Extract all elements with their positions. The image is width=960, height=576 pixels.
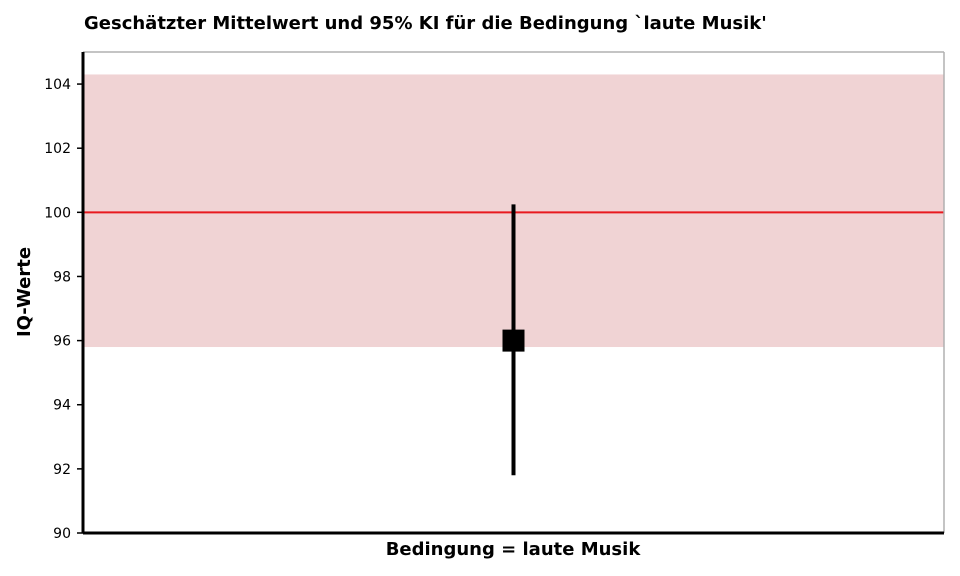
y-tick-label: 102	[44, 141, 71, 157]
points-layer	[502, 204, 525, 476]
chart-title: Geschätzter Mittelwert und 95% KI für di…	[84, 13, 767, 34]
y-tick-label: 96	[53, 334, 71, 350]
x-axis-label: Bedingung = laute Musik	[386, 539, 642, 560]
y-tick-label: 92	[53, 462, 71, 478]
y-axis-ticks: 90 92 94 96 98 100 102 104	[44, 77, 83, 542]
y-tick-label: 100	[44, 205, 71, 221]
y-tick-label: 90	[53, 526, 71, 542]
y-tick-label: 94	[53, 398, 71, 414]
y-tick-label: 98	[53, 269, 71, 285]
y-axis-label: IQ-Werte	[14, 247, 35, 337]
y-tick-label: 104	[44, 77, 71, 93]
mean-point	[502, 329, 525, 352]
